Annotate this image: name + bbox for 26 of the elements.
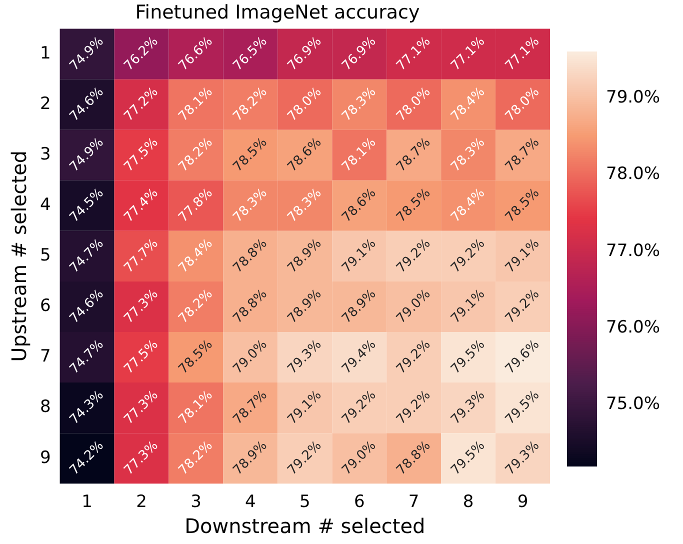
- x-tick-label: 4: [245, 492, 256, 512]
- color-bar-label: 77.0%: [606, 240, 660, 261]
- x-tick-label: 7: [408, 492, 420, 512]
- y-tick-label: 5: [40, 246, 51, 266]
- color-bar-label: 76.0%: [606, 317, 660, 338]
- y-tick-label: 6: [40, 296, 51, 316]
- y-tick-label: 1: [40, 43, 51, 64]
- x-tick-label: 9: [517, 492, 528, 512]
- color-bar-label: 78.0%: [606, 164, 660, 184]
- chart-title: Finetuned ImageNet accuracy: [135, 1, 420, 24]
- y-tick-label: 3: [40, 144, 51, 165]
- y-tick-label: 7: [40, 346, 51, 367]
- color-bar-label: 75.0%: [606, 394, 660, 414]
- x-tick-label: 5: [299, 492, 310, 512]
- x-tick-label: 6: [354, 492, 365, 512]
- y-tick-label: 4: [40, 195, 51, 216]
- x-tick-label: 1: [82, 492, 92, 512]
- x-axis-title: Downstream # selected: [184, 514, 426, 538]
- y-tick-label: 9: [40, 448, 51, 468]
- x-tick-label: 3: [190, 492, 202, 512]
- x-tick-label: 2: [136, 492, 147, 512]
- x-tick-label: 8: [462, 492, 474, 512]
- y-tick-label: 8: [40, 397, 51, 418]
- y-axis-title: Upstream # selected: [7, 150, 32, 362]
- color-bar-label: 79.0%: [606, 87, 660, 108]
- y-tick-label: 2: [40, 94, 51, 114]
